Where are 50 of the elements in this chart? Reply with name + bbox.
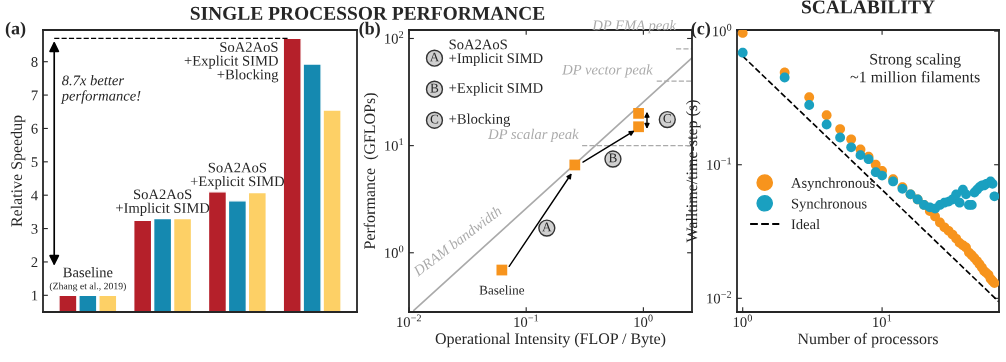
y-tick-label: 7 [31, 90, 38, 101]
y-tick-label: 8 [31, 57, 38, 67]
legend-label: Asynchronous [791, 177, 875, 191]
ref-line-label: DP scalar peak [487, 128, 579, 143]
text: (a) [5, 21, 26, 39]
y-tick-label: 10$^{−1}$ [707, 157, 732, 170]
annotation: (c) [691, 21, 711, 39]
annotation: SoA2AoS +Explicit SIMD [190, 162, 285, 190]
x-tick-label: 10$^{1}$ [873, 314, 892, 328]
y-tick-label: 3 [31, 223, 38, 234]
y-tick-label: 6 [31, 123, 38, 134]
annotation: Baseline [63, 267, 113, 278]
ref-line-label: DP vector peak [562, 64, 653, 78]
y-tick-label: 10$^{0}$ [385, 245, 404, 258]
y-axis-title: Relative Speedup [10, 115, 26, 227]
annotation: A [542, 222, 552, 232]
x-tick-label: 10$^{−1}$ [514, 314, 539, 328]
text: (b) [359, 21, 380, 39]
y-tick-label: 10$^{1}$ [385, 138, 404, 151]
x-axis-title: Number of processors [797, 332, 938, 348]
y-tick-label: 10$^{2}$ [385, 31, 404, 44]
y-tick-label: 2 [31, 257, 38, 267]
y-tick-label: 10$^{−2}$ [707, 290, 732, 304]
y-tick-label: 1 [32, 290, 38, 301]
annotation: B [430, 83, 439, 93]
annotation: A [429, 52, 440, 62]
annotation: +Explicit SIMD [449, 82, 543, 96]
y-tick-label: 5 [31, 157, 38, 168]
annotation: B [608, 153, 617, 163]
annotation: (Zhang et al., 2019) [49, 282, 126, 292]
annotation: SoA2AoS +Implicit SIMD [449, 39, 543, 67]
y-tick-label: 10$^{0}$ [713, 23, 732, 37]
annotation: C [430, 114, 439, 124]
annotation: 8.7x better performance! [60, 75, 141, 104]
annotation: C [663, 114, 671, 123]
y-axis-title: Performance (GFLOPs) [363, 93, 379, 250]
y-axis-title: Walltime/time-step (s) [685, 100, 701, 243]
x-tick-label: 10$^{0}$ [733, 314, 753, 328]
annotation: SoA2AoS +Explicit SIMD +Blocking [184, 42, 279, 83]
x-axis-title: Operational Intensity (FLOP / Byte) [435, 332, 666, 348]
chart-title: SCALABILITY [802, 0, 935, 14]
chart-title: SINGLE PROCESSOR PERFORMANCE [190, 6, 545, 20]
legend-label: Ideal [791, 218, 820, 230]
x-tick-label: 10$^{0}$ [634, 314, 653, 328]
legend-label: Synchronous [791, 198, 867, 212]
annotation: Strong scaling ~1 million filaments [850, 53, 980, 83]
annotation: Baseline [479, 285, 525, 295]
y-tick-label: 4 [31, 190, 38, 201]
annotation: +Blocking [449, 113, 511, 127]
x-tick-label: 10$^{−2}$ [397, 314, 421, 328]
